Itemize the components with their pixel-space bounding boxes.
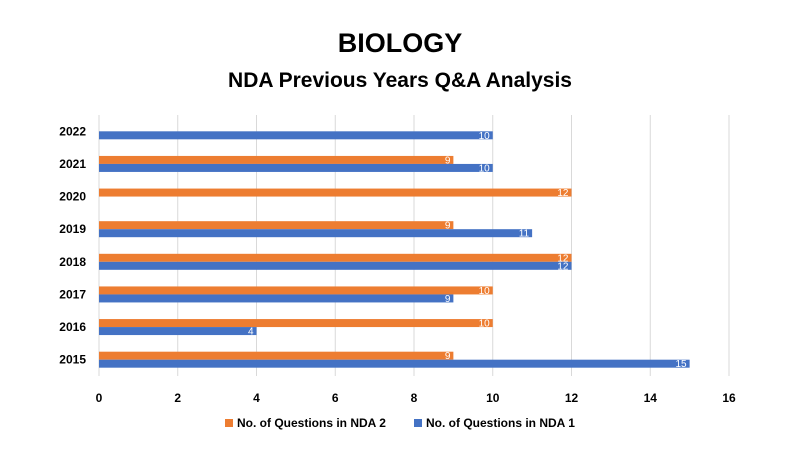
data-label: 12 (557, 261, 569, 272)
bar (99, 327, 257, 336)
data-label: 10 (479, 163, 491, 174)
bars (99, 131, 690, 368)
data-label: 10 (479, 286, 491, 297)
bar (99, 155, 454, 164)
data-label: 12 (557, 188, 569, 199)
data-label: 9 (445, 351, 451, 362)
x-tick-label: 14 (644, 391, 658, 405)
data-label: 11 (519, 229, 530, 240)
legend-label: No. of Questions in NDA 2 (237, 416, 386, 430)
data-label: 9 (445, 155, 451, 166)
y-tick-label: 2018 (59, 255, 86, 269)
legend-swatch (225, 419, 233, 427)
chart-title: BIOLOGY (338, 28, 463, 58)
bar (99, 131, 493, 140)
legend: No. of Questions in NDA 2 No. of Question… (225, 416, 575, 430)
bar (99, 351, 454, 360)
legend-swatch (414, 419, 422, 427)
y-tick-label: 2017 (59, 287, 86, 301)
x-tick-label: 8 (411, 391, 418, 405)
x-tick-label: 2 (174, 391, 181, 405)
bar (99, 229, 533, 238)
y-tick-label: 2016 (59, 320, 86, 334)
data-label: 9 (445, 221, 451, 232)
x-axis-tick-labels: 0 2 4 6 8 10 12 14 16 (96, 391, 736, 405)
bar (99, 286, 493, 295)
x-tick-label: 0 (96, 391, 103, 405)
bar (99, 359, 690, 368)
bar (99, 163, 493, 172)
data-label: 4 (248, 327, 254, 338)
data-label: 15 (676, 359, 688, 370)
chart-subtitle: NDA Previous Years Q&A Analysis (228, 69, 572, 92)
y-tick-label: 2019 (59, 222, 86, 236)
y-tick-label: 2020 (59, 190, 86, 204)
bar (99, 253, 572, 262)
bar (99, 261, 572, 270)
bar (99, 221, 454, 230)
x-tick-label: 4 (253, 391, 260, 405)
y-tick-label: 2021 (59, 157, 86, 171)
legend-label: No. of Questions in NDA 1 (426, 416, 575, 430)
data-label: 10 (479, 131, 491, 142)
y-tick-label: 2015 (59, 353, 86, 367)
gridlines (98, 115, 730, 376)
data-label: 10 (479, 319, 491, 330)
data-label: 9 (445, 294, 451, 305)
bar (99, 319, 493, 328)
y-tick-label: 2022 (59, 124, 86, 138)
y-axis-tick-labels: 2015 2016 2017 2018 2019 2020 2021 2022 (59, 124, 86, 366)
x-tick-label: 10 (486, 391, 500, 405)
x-tick-label: 6 (332, 391, 339, 405)
bar (99, 188, 572, 197)
bar (99, 294, 454, 303)
x-tick-label: 12 (565, 391, 579, 405)
data-label: 12 (557, 253, 569, 264)
x-tick-label: 16 (722, 391, 736, 405)
